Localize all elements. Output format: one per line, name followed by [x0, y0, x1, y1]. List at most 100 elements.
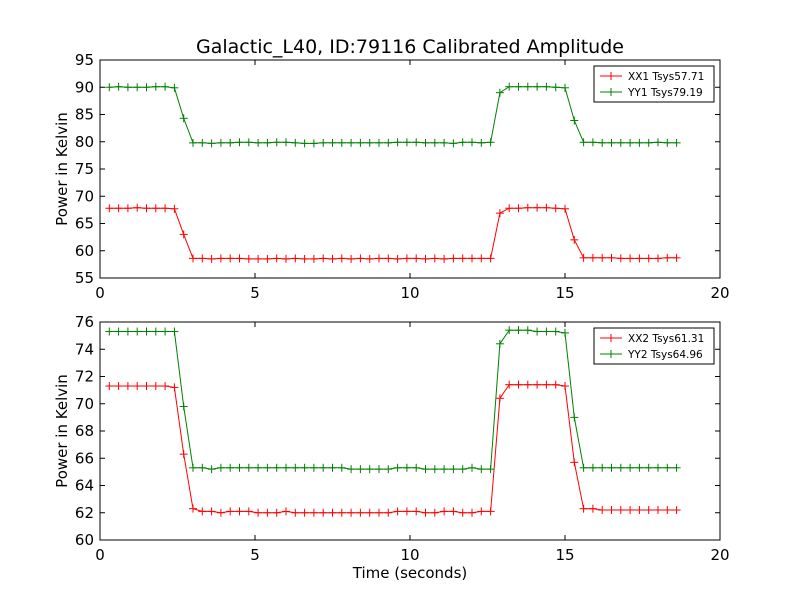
top-data-point — [226, 254, 235, 263]
bottom-data-point — [468, 508, 476, 517]
bottom-x-tick-label: 15 — [555, 546, 574, 564]
bottom-x-tick-label: 20 — [710, 546, 729, 564]
bottom-data-point — [626, 506, 635, 515]
top-x-tick-label: 20 — [710, 284, 729, 302]
top-data-point — [384, 138, 393, 147]
top-data-point — [254, 254, 263, 263]
bottom-data-point — [170, 327, 179, 336]
bottom-data-point — [663, 463, 672, 472]
bottom-data-point — [263, 463, 272, 472]
top-y-tick-label: 90 — [75, 78, 94, 96]
top-y-tick-label: 95 — [75, 51, 94, 69]
bottom-data-point — [542, 380, 551, 389]
top-data-point — [598, 138, 607, 147]
top-data-point — [161, 82, 170, 91]
top-data-point — [458, 254, 467, 263]
bottom-data-point — [226, 507, 235, 516]
bottom-data-point — [644, 506, 653, 515]
bottom-data-point — [514, 326, 523, 335]
bottom-data-point — [114, 327, 123, 336]
bottom-y-tick-label: 68 — [75, 422, 94, 440]
bottom-data-point — [654, 506, 662, 515]
bottom-data-point — [561, 328, 569, 337]
bottom-data-point — [514, 380, 523, 389]
bottom-data-point — [430, 465, 439, 474]
bottom-y-tick-label: 76 — [75, 313, 94, 331]
bottom-data-point — [254, 463, 263, 472]
top-data-point — [644, 138, 653, 147]
bottom-data-point — [468, 463, 476, 472]
bottom-data-point — [616, 506, 625, 515]
top-data-point — [216, 138, 225, 147]
bottom-data-point — [263, 508, 272, 517]
top-data-point — [244, 254, 253, 263]
bottom-data-point — [161, 327, 170, 336]
top-data-point — [551, 83, 560, 92]
top-data-point — [170, 83, 179, 92]
top-data-point — [384, 254, 393, 263]
bottom-data-point — [300, 463, 309, 472]
bottom-data-point — [672, 463, 681, 472]
top-data-point — [542, 203, 551, 212]
bottom-data-point — [551, 327, 560, 336]
top-data-point — [114, 82, 123, 91]
top-data-point — [337, 138, 346, 147]
bottom-y-tick-label: 64 — [75, 477, 94, 495]
bottom-data-point — [412, 507, 421, 516]
top-data-point — [235, 254, 244, 263]
top-data-point — [626, 254, 635, 263]
bottom-data-point — [551, 380, 560, 389]
top-data-point — [170, 204, 179, 213]
top-data-point — [291, 138, 300, 147]
top-data-point — [505, 82, 514, 91]
top-data-point — [607, 138, 616, 147]
bottom-data-point — [300, 508, 309, 517]
top-data-point — [105, 204, 114, 213]
top-data-point — [579, 138, 588, 147]
top-data-point — [133, 203, 142, 212]
bottom-data-point — [588, 463, 597, 472]
bottom-data-point — [495, 394, 504, 403]
top-data-point — [375, 254, 383, 263]
bottom-data-point — [616, 463, 625, 472]
bottom-data-point — [337, 508, 346, 517]
bottom-data-point — [282, 507, 290, 516]
top-data-point — [263, 254, 272, 263]
top-data-point — [309, 139, 318, 148]
top-data-point — [533, 82, 542, 91]
top-legend-label-2: YY1 Tsys79.19 — [627, 87, 703, 99]
top-data-point — [644, 254, 653, 263]
top-legend-label-1: XX1 Tsys57.71 — [628, 71, 704, 83]
bottom-x-tick-label: 10 — [400, 546, 419, 564]
top-data-point — [226, 138, 235, 147]
bottom-y-axis-label: Power in Kelvin — [53, 374, 71, 488]
top-data-point — [235, 138, 244, 147]
top-data-point — [179, 114, 188, 123]
top-data-point — [523, 82, 532, 91]
top-y-tick-label: 85 — [75, 106, 94, 124]
bottom-data-point — [356, 508, 365, 517]
top-data-point — [356, 254, 365, 263]
top-data-point — [151, 204, 160, 213]
bottom-data-point — [328, 508, 337, 517]
top-data-point — [468, 138, 476, 147]
top-x-tick-label: 15 — [555, 284, 574, 302]
top-data-point — [579, 253, 588, 262]
bottom-data-point — [505, 380, 514, 389]
top-y-axis-label: Power in Kelvin — [53, 112, 71, 226]
top-data-point — [561, 83, 569, 92]
bottom-data-point — [626, 463, 635, 472]
bottom-data-point — [254, 508, 263, 517]
top-x-tick-label: 10 — [400, 284, 419, 302]
top-data-point — [300, 139, 309, 148]
top-data-point — [430, 138, 439, 147]
top-series-1 — [105, 203, 681, 263]
top-data-point — [598, 253, 607, 262]
bottom-data-point — [226, 463, 235, 472]
bottom-data-point — [142, 327, 151, 336]
top-data-point — [663, 138, 672, 147]
top-data-point — [393, 254, 402, 263]
top-data-point — [570, 235, 579, 244]
bottom-data-point — [347, 465, 356, 474]
bottom-data-point — [179, 450, 188, 459]
